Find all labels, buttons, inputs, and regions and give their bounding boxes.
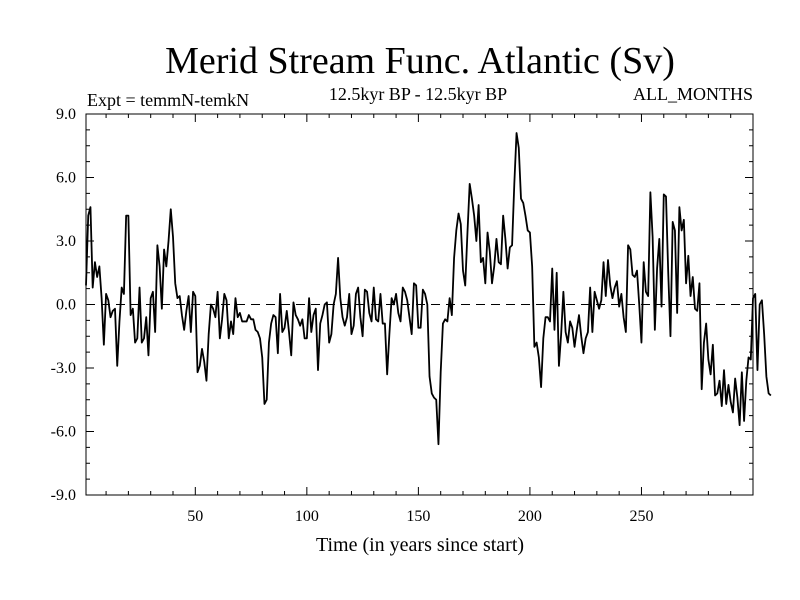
x-tick-label: 200: [518, 508, 542, 525]
x-axis-label: Time (in years since start): [316, 534, 524, 556]
y-tick-label: 0.0: [56, 297, 76, 314]
chart-title: Merid Stream Func. Atlantic (Sv): [165, 40, 675, 82]
series-line: [85, 132, 772, 446]
y-tick-label: 3.0: [56, 233, 76, 250]
y-tick-label: -9.0: [51, 487, 76, 504]
y-tick-label: -3.0: [51, 360, 76, 377]
experiment-label: Expt = temmN-temkN: [87, 90, 249, 110]
y-tick-label: 6.0: [56, 170, 76, 187]
y-tick-label: 9.0: [56, 106, 76, 123]
y-tick-label: -6.0: [51, 424, 76, 441]
plot-frame: [85, 113, 754, 496]
period-label: 12.5kyr BP - 12.5kyr BP: [329, 84, 507, 104]
months-label: ALL_MONTHS: [633, 84, 753, 104]
x-tick-label: 250: [629, 508, 653, 525]
x-tick-label: 100: [295, 508, 319, 525]
x-tick-label: 150: [406, 508, 430, 525]
x-tick-label: 50: [187, 508, 203, 525]
